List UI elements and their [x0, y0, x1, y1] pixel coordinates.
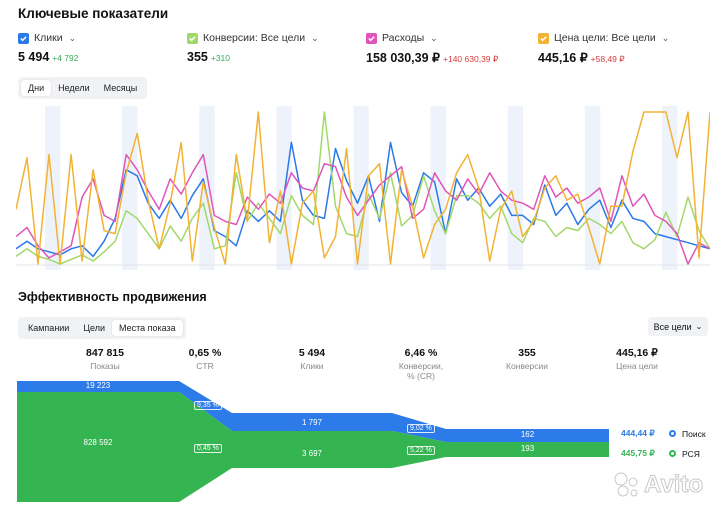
tab-weeks[interactable]: Недели [58, 83, 90, 93]
tab-months[interactable]: Месяцы [103, 83, 138, 93]
metric-delta: +4 792 [52, 53, 79, 63]
col-label: Клики [300, 361, 324, 371]
col-impressions: 847 815 Показы [60, 347, 150, 371]
col-label: Конверсии, % (CR) [398, 361, 444, 381]
weekend-band [199, 106, 215, 270]
metric-label: Конверсии: Все цели [203, 32, 306, 44]
col-clicks: 5 494 Клики [267, 347, 357, 371]
weekend-band [430, 106, 447, 270]
watermark-text: Avito [643, 471, 704, 499]
funnel-label: 828 592 [83, 438, 113, 447]
series-line-2 [16, 153, 710, 265]
line-chart [16, 106, 710, 270]
metric-delta: +140 630,39 ₽ [443, 54, 499, 64]
col-label: Конверсии [506, 361, 548, 371]
legend-label: Поиск [682, 428, 706, 439]
goal-select[interactable]: Все цели ⌄ [648, 317, 708, 336]
col-ctr: 0,65 % CTR [160, 347, 250, 371]
col-value: 6,46 % [404, 347, 438, 359]
chevron-down-icon[interactable]: ⌄ [311, 32, 319, 43]
legend-value: 444,44 ₽ [621, 428, 655, 438]
funnel-label: 193 [520, 444, 535, 453]
chevron-down-icon[interactable]: ⌄ [68, 32, 77, 43]
tab-days[interactable]: Дни [21, 80, 52, 96]
watermark: Avito [612, 470, 704, 500]
funnel-search-impressions [17, 381, 179, 392]
checkbox-icon[interactable] [538, 32, 549, 44]
ctr-badge: 0,45 % [194, 444, 222, 453]
chevron-down-icon[interactable]: ⌄ [661, 32, 670, 43]
metric-conversions[interactable]: Конверсии: Все цели ⌄ 355 +310 [187, 32, 319, 64]
cr-badge: 9,02 % [407, 424, 435, 433]
funnel-label: 3 697 [301, 449, 323, 458]
goal-select-value: Все цели [653, 321, 692, 332]
legend-search[interactable]: 444,44 ₽ Поиск [621, 428, 706, 439]
metric-label: Цена цели: Все цели [554, 32, 656, 44]
col-label: Цена цели [616, 361, 658, 371]
col-cr: 6,46 % Конверсии, % (CR) [377, 347, 465, 381]
checkbox-icon[interactable] [366, 32, 377, 44]
weekend-band [353, 106, 369, 270]
series-line-3 [16, 111, 710, 265]
funnel-label: 19 223 [85, 381, 111, 390]
metric-label: Клики [34, 32, 63, 44]
funnel-search-transition [179, 381, 232, 431]
metric-goal-cost[interactable]: Цена цели: Все цели ⌄ 445,16 ₽ +58,49 ₽ [538, 32, 669, 65]
metric-value: 445,16 ₽ [538, 51, 588, 65]
chevron-down-icon[interactable]: ⌄ [430, 32, 438, 43]
metric-value: 355 [187, 50, 208, 64]
checkbox-icon[interactable] [18, 32, 29, 44]
funnel-rsya-transition-2 [392, 431, 446, 468]
series-line-0 [16, 141, 710, 258]
legend-dot-icon [669, 430, 676, 437]
funnel-search-transition-2 [392, 413, 446, 442]
legend-label: РСЯ [682, 448, 700, 459]
weekend-band [507, 106, 524, 270]
legend-dot-icon [669, 450, 676, 457]
funnel-search-conversions [446, 429, 609, 442]
col-value: 847 815 [86, 347, 124, 359]
col-conversions: 355 Конверсии [482, 347, 572, 371]
funnel-label: 162 [520, 430, 535, 439]
tab-campaigns[interactable]: Кампании [28, 323, 70, 333]
funnel-search-clicks [232, 413, 392, 431]
funnel-rsya-clicks [232, 431, 392, 468]
col-value: 0,65 % [188, 347, 222, 359]
key-metrics-title: Ключевые показатели [18, 6, 169, 21]
period-switcher: Дни Недели Месяцы [18, 77, 148, 99]
col-label: Показы [90, 361, 120, 371]
metric-delta: +310 [210, 53, 231, 63]
funnel-rsya-impressions [17, 392, 179, 502]
metric-delta: +58,49 ₽ [590, 54, 625, 64]
col-value: 355 [518, 347, 536, 359]
metric-spend[interactable]: Расходы ⌄ 158 030,39 ₽ +140 630,39 ₽ [366, 32, 498, 65]
metric-label: Расходы [382, 32, 425, 44]
legend-value: 445,75 ₽ [621, 448, 655, 458]
funnel-rsya-transition [179, 392, 232, 502]
tab-goals[interactable]: Цели [83, 323, 105, 333]
checkbox-icon[interactable] [187, 32, 198, 44]
metric-value: 5 494 [18, 50, 50, 64]
cr-badge: 5,22 % [407, 446, 435, 455]
col-value: 445,16 ₽ [616, 347, 658, 359]
promo-title: Эффективность продвижения [18, 290, 207, 304]
col-goal-cost: 445,16 ₽ Цена цели [592, 347, 682, 371]
ctr-badge: 9,35 % [194, 401, 222, 410]
weekend-band [276, 106, 292, 270]
metric-value: 158 030,39 ₽ [366, 51, 440, 65]
col-label: CTR [196, 361, 214, 371]
metric-clicks[interactable]: Клики ⌄ 5 494 +4 792 [18, 32, 79, 64]
tab-placements[interactable]: Места показа [112, 320, 183, 336]
legend-rsya[interactable]: 445,75 ₽ РСЯ [621, 448, 700, 459]
funnel-rsya-conversions [446, 442, 609, 457]
funnel-label: 1 797 [301, 418, 323, 427]
avito-logo-icon [614, 472, 638, 497]
promo-tabs: Кампании Цели Места показа [18, 317, 186, 339]
col-value: 5 494 [298, 347, 326, 359]
chevron-down-icon: ⌄ [695, 322, 703, 331]
